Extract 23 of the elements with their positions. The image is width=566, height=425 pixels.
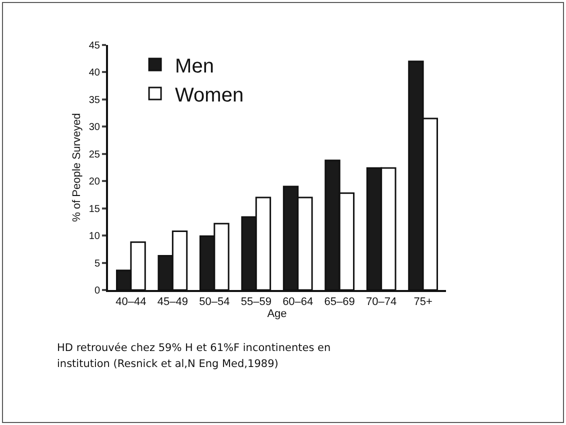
legend-label: Women xyxy=(175,84,244,106)
y-tick-label: 0 xyxy=(94,286,100,296)
y-axis-title: % of People Surveyed xyxy=(71,113,84,222)
x-tick-label: 70–74 xyxy=(366,296,397,308)
x-tick-label: 75+ xyxy=(414,296,432,308)
y-tick-label: 15 xyxy=(88,204,100,215)
y-tick-label: 10 xyxy=(88,231,100,242)
y-tick-label: 30 xyxy=(88,122,100,134)
x-tick-label: 65–69 xyxy=(324,296,355,308)
text: HD retrouvée chez 59% H et 61%F incontinentes en institution (Resnick et al,N Eng Med,1989) xyxy=(57,341,332,372)
y-tick-label: 35 xyxy=(88,94,100,106)
y-tick-label: 25 xyxy=(88,149,100,160)
y-tick-label: 40 xyxy=(88,68,100,79)
y-tick-label: 45 xyxy=(88,40,100,52)
x-tick-label: 50–54 xyxy=(199,296,230,308)
x-tick-label: 40–44 xyxy=(116,296,146,308)
x-tick-label: 45–49 xyxy=(157,296,188,308)
x-tick-label: 60–64 xyxy=(282,296,314,308)
y-tick-label: 20 xyxy=(88,176,100,188)
legend-label: Men xyxy=(175,55,214,78)
y-tick-label: 5 xyxy=(94,258,100,270)
x-tick-label: 55–59 xyxy=(240,296,272,308)
x-axis-title: Age xyxy=(267,308,287,320)
